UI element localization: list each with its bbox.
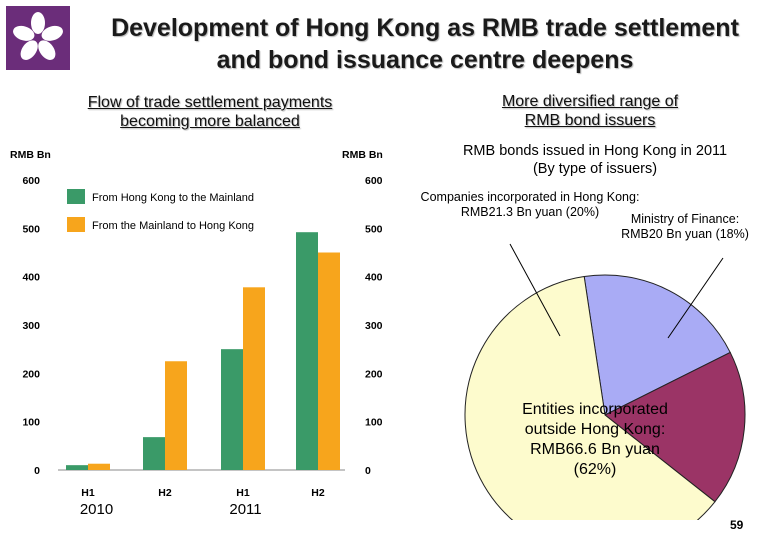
left-subtitle: Flow of trade settlement payments becomi…	[20, 93, 400, 131]
left-subtitle-line: becoming more balanced	[120, 113, 300, 130]
page-title: Development of Hong Kong as RMB trade se…	[111, 14, 739, 74]
pie-slices	[464, 274, 746, 520]
bar-series-2-h1-2010	[88, 463, 110, 470]
x-tick-label: H2	[158, 487, 172, 499]
x-year-label: 2010	[80, 501, 113, 518]
x-tick-label: H1	[236, 487, 250, 499]
x-labels: H1 H2 H1 H2 2010 2011	[80, 487, 325, 518]
right-subtitle: More diversified range of RMB bond issue…	[430, 92, 750, 130]
y-tick-label-right: 200	[365, 368, 383, 380]
y-tick-label-left: 400	[22, 272, 40, 284]
bar-series-1-h1-2010	[66, 465, 88, 470]
y-ticks-right: 0 100 200 300 400 500 600	[365, 175, 383, 477]
left-subtitle-line: Flow of trade settlement payments	[87, 94, 333, 111]
x-tick-label: H1	[81, 487, 95, 499]
legend: From Hong Kong to the Mainland From the …	[67, 189, 254, 232]
y-tick-label-left: 0	[34, 465, 40, 477]
pie-slice-entities	[464, 275, 716, 520]
page-number: 59	[730, 518, 744, 532]
bar-chart: RMB Bn RMB Bn 0 100 200 300 400 500 600 0 100 20…	[10, 149, 383, 518]
y-tick-label-right: 100	[365, 417, 383, 429]
x-year-label: 2011	[229, 501, 261, 518]
pie-label-line: RMB66.6 Bn yuan	[530, 441, 660, 458]
pie-chart	[464, 243, 746, 520]
x-tick-label: H2	[311, 487, 325, 499]
bauhinia-flower-icon	[6, 6, 70, 70]
y-axis-label-right: RMB Bn	[342, 149, 383, 161]
leader-line-companies	[509, 243, 561, 337]
pie-label-line: RMB20 Bn yuan (18%)	[621, 227, 749, 241]
pie-label-companies: Companies incorporated in Hong Kong: RMB…	[360, 190, 700, 220]
right-subtitle-line: RMB bond issuers	[524, 112, 656, 129]
bar-series-2-h1-2011	[243, 287, 265, 470]
y-tick-label-left: 100	[22, 417, 40, 429]
legend-swatch-series-1	[67, 189, 85, 204]
pie-label-mof: Ministry of Finance: RMB20 Bn yuan (18%)	[600, 212, 768, 242]
y-tick-label-right: 400	[365, 272, 383, 284]
leader-line-mof	[667, 257, 724, 339]
bar-series-1-h2-2011	[296, 232, 318, 470]
legend-swatch-series-2	[67, 217, 85, 232]
bar-series-1-h2-2010	[143, 437, 165, 470]
pie-title: RMB bonds issued in Hong Kong in 2011 (B…	[425, 142, 765, 178]
y-tick-label-left: 300	[22, 320, 40, 332]
y-axis-label-left: RMB Bn	[10, 149, 51, 161]
legend-label-series-2: From the Mainland to Hong Kong	[92, 220, 254, 232]
y-tick-label-right: 500	[365, 223, 383, 235]
pie-label-line: Entities incorporated	[522, 401, 668, 418]
right-subtitle-line: More diversified range of	[501, 93, 679, 110]
pie-slice-mof	[604, 351, 746, 503]
pie-title-line: (By type of issuers)	[532, 161, 658, 177]
y-tick-label-left: 200	[22, 368, 40, 380]
pie-label-line: (62%)	[573, 461, 617, 478]
y-tick-label-right: 300	[365, 320, 383, 332]
y-tick-label-left: 600	[22, 175, 40, 187]
bar-series-2-h2-2010	[165, 361, 187, 470]
bar-series-2-h2-2011	[318, 252, 340, 470]
y-ticks-left: 0 100 200 300 400 500 600	[22, 175, 40, 477]
bars	[66, 232, 340, 470]
bar-series-1-h1-2011	[221, 349, 243, 470]
pie-label-entities: Entities incorporated outside Hong Kong:…	[490, 400, 700, 480]
pie-slice-companies	[583, 274, 731, 416]
y-tick-label-right: 0	[365, 465, 371, 477]
pie-label-line: outside Hong Kong:	[524, 421, 666, 438]
pie-label-line: Companies incorporated in Hong Kong:	[420, 190, 640, 204]
logo	[6, 6, 70, 70]
legend-label-series-1: From Hong Kong to the Mainland	[92, 192, 254, 204]
pie-label-line: Ministry of Finance:	[630, 212, 740, 226]
y-tick-label-right: 600	[365, 175, 383, 187]
pie-label-line: RMB21.3 Bn yuan (20%)	[460, 205, 600, 219]
y-tick-label-left: 500	[22, 223, 40, 235]
pie-title-line: RMB bonds issued in Hong Kong in 2011	[462, 143, 728, 159]
